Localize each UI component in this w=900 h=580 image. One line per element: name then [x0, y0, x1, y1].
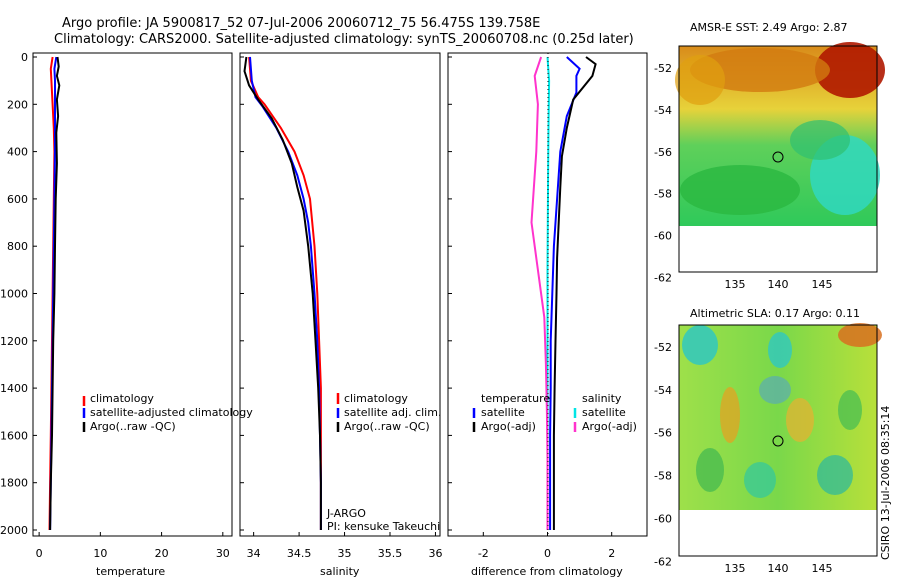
program-annotation: J-ARGO	[326, 507, 366, 520]
sst-lat-tick-labels: -52 -54 -56 -58 -60 -62	[654, 62, 672, 285]
figure-title-line1: Argo profile: JA 5900817_52 07-Jul-2006 …	[62, 16, 540, 31]
lon-tick-label: 135	[725, 278, 746, 291]
argo-location-marker	[772, 435, 784, 447]
legend-argo: Argo(..raw -QC)	[344, 420, 430, 433]
salinity-series	[243, 56, 322, 530]
temperature-legend: climatology satellite-adjusted climatolo…	[82, 392, 253, 433]
sla-lat-tick-labels: -52 -54 -56 -58 -60 -62	[654, 341, 672, 568]
temperature-axes	[32, 52, 233, 537]
argo-location-marker	[772, 151, 784, 163]
depth-tick-labels: 0 200 400 600 800 1000 1200 1400 1600 1800 2000	[0, 51, 452, 537]
lat-tick-label: -60	[654, 230, 672, 243]
sst-map-title: AMSR-E SST: 2.49 Argo: 2.87	[690, 21, 848, 34]
depth-tick-label: 1400	[0, 382, 28, 395]
x-tick-label: 2	[608, 547, 615, 560]
depth-tick-label: 400	[7, 146, 28, 159]
lat-tick-label: -60	[654, 512, 672, 525]
legend-argo: Argo(..raw -QC)	[90, 420, 176, 433]
legend-sal-argo: Argo(-adj)	[582, 420, 637, 433]
x-tick-label: 35.5	[378, 547, 403, 560]
lon-tick-label: 135	[725, 562, 746, 575]
temperature-axis-label: temperature	[96, 565, 165, 578]
depth-tick-label: 1800	[0, 477, 28, 490]
legend-satellite-adj: satellite adj. clim.	[344, 406, 441, 419]
lat-tick-label: -54	[654, 104, 672, 117]
difference-axis-label: difference from climatology	[471, 565, 623, 578]
series-line-argo-raw-qc-	[243, 56, 322, 530]
pi-annotation: PI: kensuke Takeuchi	[327, 520, 440, 533]
salinity-axes	[239, 52, 441, 537]
series-line-salinity-satellite	[546, 56, 551, 530]
x-tick-label: 0	[544, 547, 551, 560]
lat-tick-label: -52	[654, 341, 672, 354]
salinity-axis-label: salinity	[320, 565, 360, 578]
series-line-temperature-satellite	[549, 56, 581, 530]
lon-tick-label: 145	[812, 562, 833, 575]
legend-sal-satellite: satellite	[582, 406, 626, 419]
depth-tick-label: 2000	[0, 524, 28, 537]
series-line-temperature-argo-adj-	[552, 56, 597, 530]
depth-tick-label: 0	[21, 51, 28, 64]
sla-lon-tick-labels: 135 140 145	[725, 562, 833, 575]
salinity-tick-labels: 34 34.5 35 35.5 36	[247, 532, 442, 560]
difference-series	[530, 56, 597, 530]
legend-satellite-adjusted: satellite-adjusted climatology	[90, 406, 253, 419]
lat-tick-label: -52	[654, 62, 672, 75]
lat-tick-label: -56	[654, 146, 672, 159]
lat-tick-label: -62	[654, 272, 672, 285]
x-tick-label: 20	[155, 547, 169, 560]
temperature-tick-labels: 0 10 20 30	[36, 532, 230, 560]
x-tick-label: 0	[36, 547, 43, 560]
legend-temp-argo: Argo(-adj)	[481, 420, 536, 433]
sst-lon-tick-labels: 135 140 145	[725, 278, 833, 291]
depth-tick-label: 1000	[0, 288, 28, 301]
series-line-satellite-adj-clim-	[249, 56, 322, 530]
lat-tick-label: -56	[654, 427, 672, 440]
difference-tick-labels: -2 0 2	[478, 532, 615, 560]
legend-temp-satellite: satellite	[481, 406, 525, 419]
legend-temperature-title: temperature	[481, 392, 550, 405]
depth-tick-label: 1200	[0, 335, 28, 348]
salinity-legend: climatology satellite adj. clim. Argo(..…	[336, 392, 441, 433]
x-tick-label: 34.5	[287, 547, 312, 560]
lon-tick-label: 140	[768, 562, 789, 575]
series-line-salinity-argo-adj-	[530, 56, 549, 530]
series-line-climatology	[248, 56, 322, 530]
difference-legend: temperature satellite Argo(-adj) salinit…	[472, 392, 637, 433]
timestamp-label: CSIRO 13-Jul-2006 08:35:14	[879, 406, 892, 560]
depth-tick-label: 600	[7, 193, 28, 206]
lat-tick-label: -54	[654, 384, 672, 397]
depth-tick-label: 800	[7, 240, 28, 253]
sst-map: -52 -54 -56 -58 -60 -62 135 140 145	[654, 42, 885, 291]
x-tick-label: 34	[247, 547, 261, 560]
x-tick-label: 10	[93, 547, 107, 560]
lat-tick-label: -58	[654, 188, 672, 201]
legend-climatology: climatology	[90, 392, 154, 405]
lat-tick-label: -58	[654, 470, 672, 483]
x-tick-label: -2	[478, 547, 489, 560]
legend-climatology: climatology	[344, 392, 408, 405]
temperature-series	[48, 56, 61, 531]
figure-title-line2: Climatology: CARS2000. Satellite-adjuste…	[54, 32, 634, 47]
x-tick-label: 30	[216, 547, 230, 560]
lon-tick-label: 145	[812, 278, 833, 291]
sla-map-title: Altimetric SLA: 0.17 Argo: 0.11	[690, 307, 860, 320]
depth-tick-label: 200	[7, 98, 28, 111]
depth-tick-label: 1600	[0, 429, 28, 442]
legend-salinity-title: salinity	[582, 392, 622, 405]
x-tick-label: 36	[428, 547, 442, 560]
sla-map: -52 -54 -56 -58 -60 -62 135 140 145	[654, 323, 882, 575]
series-line-argo-raw-qc-	[49, 56, 61, 531]
lat-tick-label: -62	[654, 555, 672, 568]
x-tick-label: 35	[338, 547, 352, 560]
lon-tick-label: 140	[768, 278, 789, 291]
